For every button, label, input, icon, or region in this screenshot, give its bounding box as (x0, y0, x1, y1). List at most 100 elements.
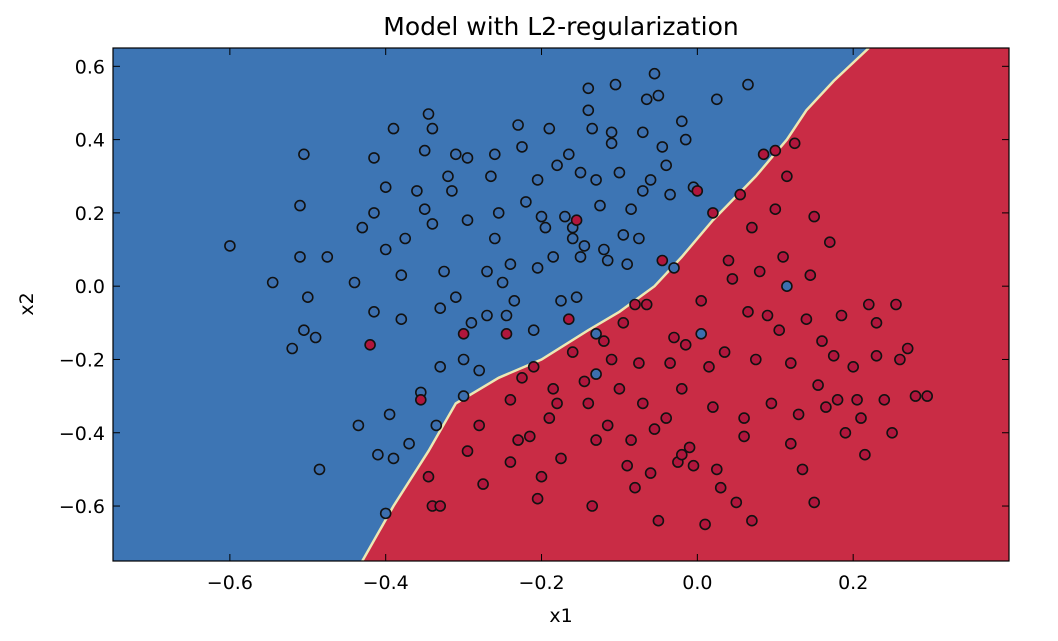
blue-data-point (403, 437, 415, 450)
red-data-point (570, 214, 583, 226)
red-data-point (582, 397, 595, 410)
red-data-point (578, 375, 591, 388)
red-data-point (769, 144, 782, 157)
blue-data-point (352, 419, 365, 432)
red-data-point (613, 382, 626, 395)
blue-data-point (368, 207, 380, 219)
blue-data-point (652, 89, 665, 102)
red-data-point (652, 514, 665, 527)
blue-data-point (298, 324, 310, 337)
blue-data-point (418, 144, 431, 157)
blue-data-point (527, 324, 540, 337)
red-data-point (668, 331, 680, 344)
blue-data-point (520, 196, 532, 208)
y-tick-label: −0.2 (59, 349, 105, 371)
red-data-point (461, 445, 474, 457)
blue-data-point (664, 188, 676, 201)
blue-data-point (555, 294, 567, 307)
red-data-point (512, 434, 524, 446)
blue-data-point (313, 463, 326, 476)
red-data-point (543, 412, 556, 424)
y-tick-label: 0.0 (75, 276, 105, 298)
blue-data-point (559, 210, 571, 223)
blue-data-point (613, 166, 626, 179)
blue-data-point (636, 185, 649, 197)
red-data-point (823, 236, 836, 248)
red-data-point (781, 170, 793, 183)
blue-data-point (461, 214, 474, 226)
red-data-point (414, 393, 427, 406)
red-data-point (633, 357, 645, 369)
blue-data-point (481, 265, 493, 278)
blue-data-point (531, 262, 544, 274)
blue-data-point (617, 229, 630, 241)
blue-data-point (547, 251, 560, 263)
y-tick-label: −0.4 (59, 423, 105, 445)
blue-data-point (294, 251, 306, 263)
blue-data-point (321, 251, 334, 263)
plot-area (113, 48, 1009, 561)
red-data-point (746, 221, 758, 234)
red-data-point (621, 459, 634, 472)
red-data-point (504, 456, 517, 468)
chart-title: Model with L2-regularization (383, 12, 739, 41)
blue-data-point (309, 331, 322, 344)
blue-data-point (387, 122, 400, 135)
red-data-point (714, 481, 727, 494)
red-data-point (473, 419, 486, 432)
blue-data-point (496, 276, 509, 289)
blue-data-point (539, 221, 552, 234)
red-data-point (804, 269, 817, 282)
red-data-point (636, 397, 649, 410)
blue-data-point (590, 368, 602, 380)
blue-data-point (379, 243, 392, 256)
red-data-point (784, 437, 797, 450)
red-data-point (870, 349, 883, 362)
red-data-point (800, 313, 813, 326)
blue-data-point (625, 203, 637, 215)
red-data-point (434, 500, 447, 512)
blue-data-point (438, 265, 450, 278)
blue-data-point (531, 174, 544, 186)
red-data-point (718, 346, 731, 358)
red-data-point (555, 452, 567, 465)
blue-data-point (426, 218, 439, 230)
red-data-point (364, 338, 376, 351)
red-data-point (527, 360, 540, 373)
blue-data-point (570, 291, 583, 304)
red-data-point (921, 390, 934, 402)
red-data-point (808, 496, 821, 509)
blue-data-point (656, 141, 669, 153)
blue-data-point (348, 276, 361, 289)
blue-data-point (266, 276, 279, 289)
blue-data-point (508, 294, 521, 307)
blue-data-point (512, 119, 524, 131)
red-data-point (777, 251, 789, 263)
data-points (224, 67, 934, 531)
blue-data-point (379, 181, 392, 193)
red-data-point (749, 353, 762, 366)
blue-data-point (605, 137, 618, 150)
blue-data-point (601, 254, 614, 267)
red-data-point (687, 459, 700, 472)
blue-data-point (473, 364, 486, 377)
red-data-point (707, 207, 719, 219)
blue-data-point (442, 170, 454, 183)
red-data-point (769, 203, 782, 215)
red-data-point (886, 426, 898, 439)
blue-data-point (781, 280, 793, 293)
blue-data-point (383, 408, 396, 421)
blue-data-point (605, 126, 618, 139)
red-data-point (820, 401, 832, 413)
red-data-point (722, 254, 735, 267)
red-data-point (796, 463, 809, 476)
blue-data-point (582, 82, 595, 95)
blue-data-point (566, 232, 579, 245)
red-data-point (827, 349, 840, 362)
blue-data-point (379, 507, 392, 520)
blue-data-point (449, 291, 462, 304)
red-data-point (773, 324, 786, 337)
decision-boundary-line (361, 48, 870, 561)
red-data-point (855, 412, 867, 424)
red-data-point (851, 393, 863, 406)
